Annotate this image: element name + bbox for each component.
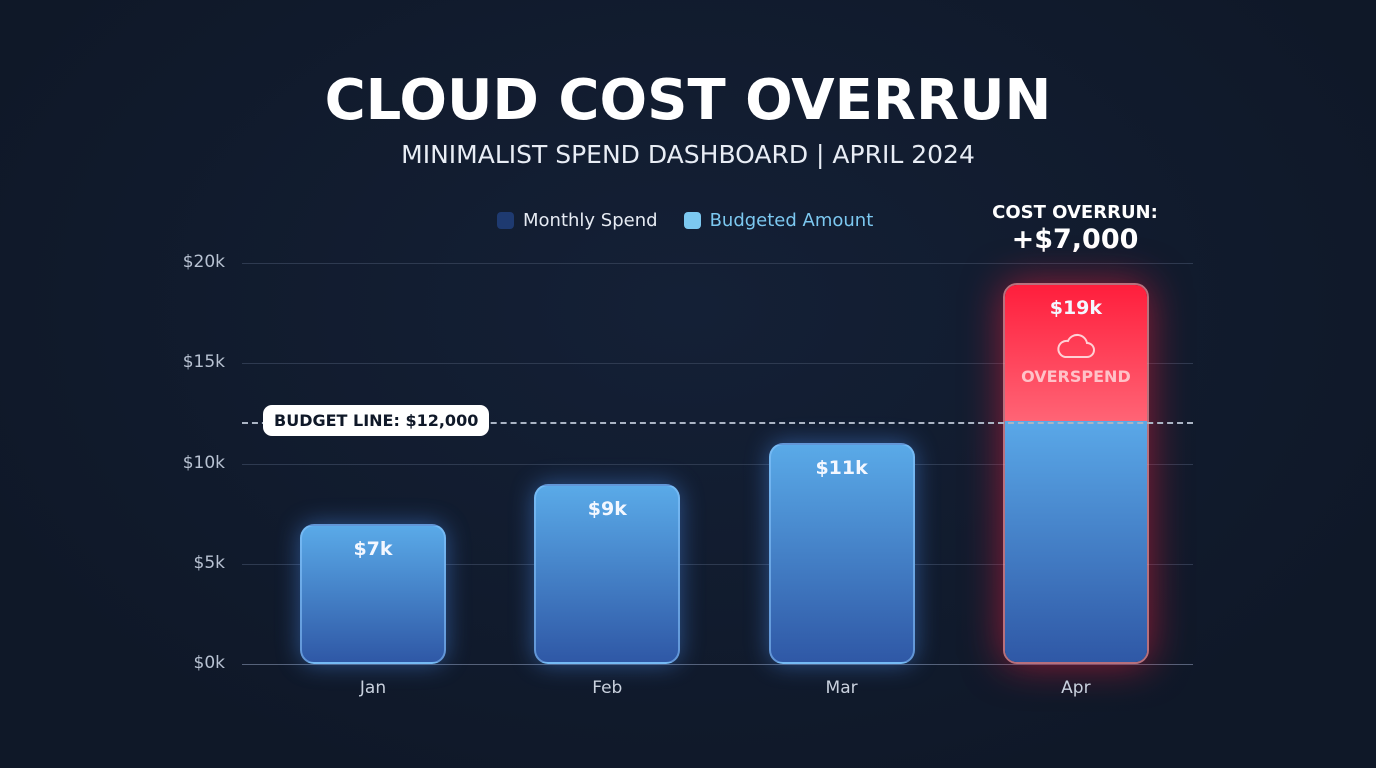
overrun-value: +$7,000 — [1011, 224, 1139, 255]
legend-swatch-budgeted — [683, 212, 701, 229]
cloud-icon — [1057, 334, 1095, 359]
overspend-label: OVERSPEND — [1021, 367, 1131, 387]
bar-mar — [768, 443, 915, 664]
y-tick-label: $15k — [182, 352, 225, 373]
x-tick-label: Apr — [1061, 678, 1091, 698]
y-tick-label: $5k — [193, 552, 225, 573]
gridline — [242, 463, 1193, 465]
bar-jan — [300, 523, 446, 664]
legend-item-monthly-spend: Monthly Spend — [497, 210, 658, 231]
legend-label: Monthly Spend — [523, 210, 658, 231]
y-tick-label: $20k — [182, 252, 225, 272]
gridline — [242, 363, 1193, 365]
overspend-segment — [1004, 285, 1147, 426]
x-tick-label: Mar — [825, 678, 858, 698]
gridline — [242, 263, 1193, 264]
within-budget-segment — [1004, 421, 1147, 662]
budget-line-label: BUDGET LINE: $12,000 — [263, 405, 490, 436]
data-label: $19k — [1049, 297, 1103, 320]
data-label: $7k — [353, 537, 393, 560]
bar-feb — [534, 483, 681, 664]
legend-swatch-monthly — [497, 212, 514, 229]
data-label: $11k — [815, 457, 868, 480]
budget-line — [242, 422, 1193, 425]
page-title: CLOUD COST OVERRUN — [324, 68, 1052, 133]
data-label: $9k — [587, 497, 627, 520]
overrun-label: COST OVERRUN: — [992, 202, 1158, 223]
bar-apr — [1002, 283, 1149, 664]
gridline — [242, 563, 1193, 565]
legend-label: Budgeted Amount — [709, 210, 874, 231]
legend: Monthly Spend Budgeted Amount — [497, 210, 889, 231]
x-tick-label: Feb — [592, 678, 623, 698]
gridline — [242, 664, 1193, 665]
page-subtitle: MINIMALIST SPEND DASHBOARD | APRIL 2024 — [401, 140, 975, 169]
y-tick-label: $0k — [193, 653, 225, 673]
x-tick-label: Jan — [359, 678, 387, 698]
y-tick-label: $10k — [182, 452, 225, 473]
legend-item-budgeted: Budgeted Amount — [683, 210, 874, 231]
